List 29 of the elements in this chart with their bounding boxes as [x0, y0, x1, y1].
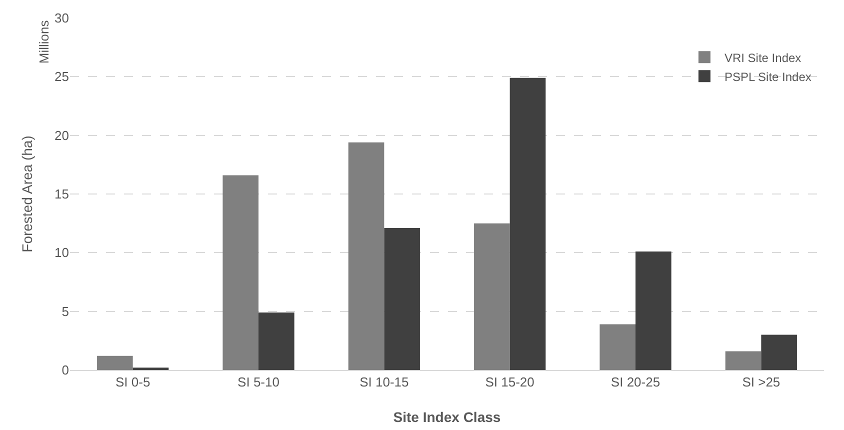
x-tick-label: SI 0-5: [115, 374, 150, 390]
y-tick-label: 30: [54, 10, 69, 26]
y-tick-label: 25: [54, 69, 69, 84]
legend-label: PSPL Site Index: [724, 70, 812, 84]
bar: [97, 356, 133, 370]
x-tick-label: SI >25: [742, 374, 780, 390]
bar: [600, 324, 636, 370]
x-tick-label: SI 10-15: [360, 374, 409, 390]
bar: [258, 312, 294, 370]
y-axis-title: Forested Area (ha): [19, 136, 35, 252]
y-tick-label: 5: [62, 304, 69, 319]
y-tick-label: 10: [54, 245, 69, 260]
bar: [222, 175, 258, 370]
text: Millions: [36, 20, 52, 64]
x-tick-label: SI 15-20: [485, 374, 534, 390]
bar: [725, 351, 762, 370]
bar: [474, 223, 510, 370]
bar: [384, 228, 420, 370]
bar: [636, 251, 672, 370]
bar: [348, 142, 384, 370]
x-axis-title: Site Index Class: [393, 409, 501, 425]
bar: [510, 78, 546, 370]
bar: [761, 334, 797, 370]
y-tick-label: 15: [54, 186, 69, 202]
x-tick-label: SI 5-10: [238, 374, 280, 390]
legend-label: VRI Site Index: [724, 50, 802, 65]
y-tick-label: 20: [54, 128, 69, 143]
x-tick-label: SI 20-25: [610, 374, 660, 390]
y-tick-label: 0: [62, 362, 69, 378]
